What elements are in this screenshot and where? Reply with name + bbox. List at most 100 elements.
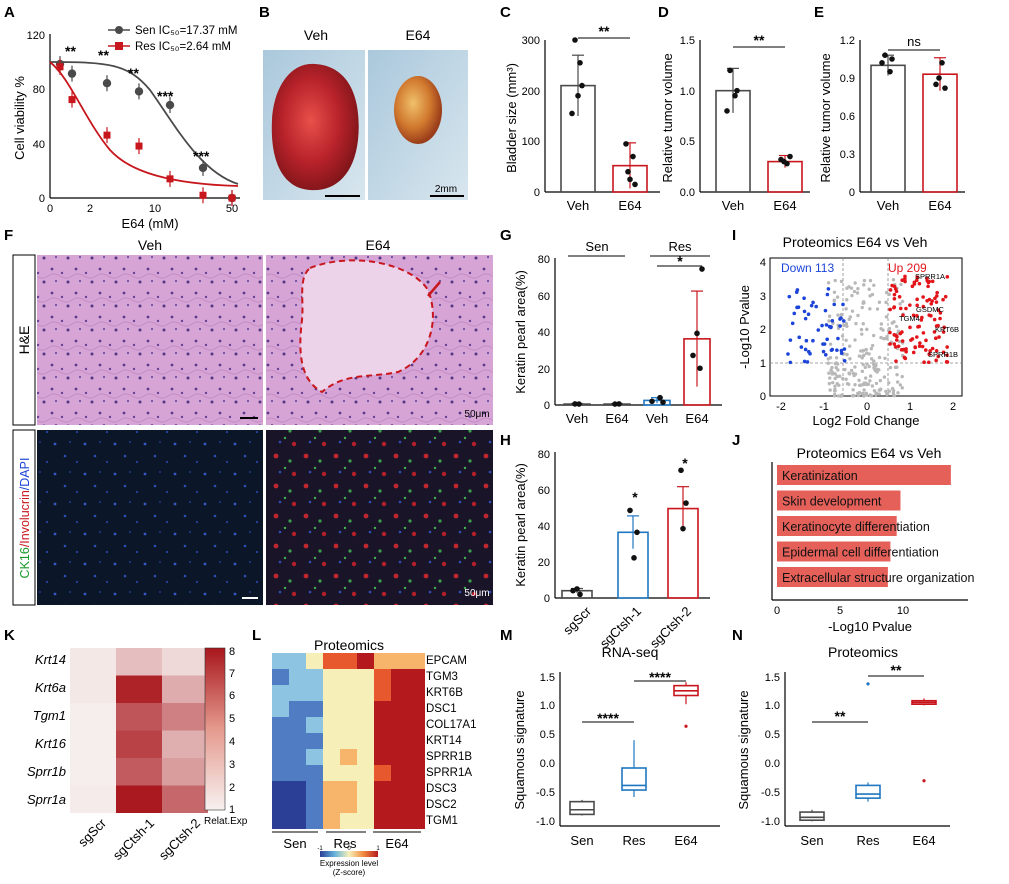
i-point-ns bbox=[894, 324, 899, 329]
l-cell bbox=[323, 685, 340, 701]
l-cell bbox=[323, 765, 340, 781]
i-point-ns bbox=[860, 356, 864, 360]
i-point-down bbox=[805, 360, 810, 364]
i-point-up bbox=[892, 296, 897, 301]
i-point-up bbox=[911, 350, 916, 355]
a-xtick: 0 bbox=[47, 203, 53, 215]
i-point-ns bbox=[887, 381, 891, 385]
i-point-up bbox=[897, 294, 902, 299]
i-point-ns bbox=[847, 317, 851, 322]
i-point-up bbox=[898, 306, 903, 311]
i-point-ns bbox=[872, 359, 876, 363]
l-cell bbox=[323, 781, 340, 797]
i-point-ns bbox=[864, 347, 868, 352]
a-xlabel: E64 (mM) bbox=[121, 216, 178, 231]
i-point-ns bbox=[879, 335, 883, 340]
l-cell bbox=[306, 685, 323, 701]
panel-letter-h: H bbox=[500, 432, 511, 449]
bar-dot bbox=[616, 401, 622, 407]
i-point-ns bbox=[862, 278, 867, 283]
i-point-ns bbox=[865, 351, 869, 355]
j-term: Skin development bbox=[782, 495, 882, 509]
l-cell bbox=[357, 813, 374, 829]
i-point-ns bbox=[844, 307, 848, 311]
i-point-up bbox=[892, 333, 897, 337]
g-ytick: 20 bbox=[538, 364, 550, 376]
l-cell bbox=[357, 733, 374, 749]
l-cell bbox=[323, 669, 340, 685]
i-point-ns bbox=[844, 338, 848, 343]
l-cell bbox=[408, 733, 425, 749]
l-cell bbox=[408, 765, 425, 781]
k-cell bbox=[70, 703, 116, 731]
i-point-ns bbox=[867, 364, 871, 369]
i-point-up bbox=[926, 284, 930, 289]
l-gene: KRT6B bbox=[426, 687, 463, 699]
i-xlabel: Log2 Fold Change bbox=[813, 413, 920, 428]
panel-letter-e: E bbox=[814, 4, 824, 21]
i-point-ns bbox=[859, 383, 863, 387]
k-cell bbox=[162, 675, 208, 703]
i-point-down bbox=[806, 349, 811, 354]
l-cell bbox=[340, 717, 357, 733]
k-colorbar bbox=[204, 647, 226, 811]
l-cell bbox=[357, 781, 374, 797]
l-gene: TGM1 bbox=[426, 815, 458, 827]
i-point-up bbox=[921, 304, 926, 309]
k-row: Sprr1a bbox=[27, 792, 66, 807]
i-point-up bbox=[892, 342, 897, 346]
i-point-up bbox=[922, 360, 926, 365]
i-point-down bbox=[795, 305, 799, 310]
i-point-up bbox=[926, 360, 931, 365]
bar bbox=[870, 64, 906, 193]
i-ytick: 4 bbox=[760, 257, 766, 269]
a-star: *** bbox=[193, 148, 210, 164]
i-point-up bbox=[893, 345, 898, 349]
i-point-ns bbox=[856, 313, 860, 318]
i-point-ns bbox=[896, 329, 901, 333]
i-point-ns bbox=[842, 323, 846, 328]
l-cell bbox=[306, 669, 323, 685]
l-cell bbox=[340, 813, 357, 829]
i-point-down bbox=[802, 359, 807, 364]
i-point-ns bbox=[868, 379, 872, 383]
l-cell bbox=[408, 749, 425, 765]
panel-l-heatmap: Proteomics EPCAM TGM3 KRT6B DSC1 COL17A1… bbox=[272, 637, 477, 877]
bar-dot bbox=[631, 555, 637, 561]
i-point-ns bbox=[850, 309, 855, 313]
k-cell bbox=[70, 675, 116, 703]
i-point-ns bbox=[854, 321, 858, 326]
i-point-ns bbox=[860, 369, 865, 374]
i-point-down bbox=[825, 337, 829, 342]
f-col-veh: Veh bbox=[138, 237, 162, 253]
i-point-down bbox=[842, 358, 847, 363]
i-point-up bbox=[915, 303, 919, 308]
bar-dot bbox=[699, 266, 705, 272]
panel-c-chart: 0 100 200 300 Bladder size (mm³) ** Veh … bbox=[504, 23, 660, 213]
i-point-ns bbox=[897, 339, 902, 344]
i-point-down bbox=[809, 303, 814, 308]
i-point-down bbox=[790, 321, 795, 326]
i-point-ns bbox=[900, 299, 905, 304]
bar-dot bbox=[727, 67, 733, 74]
i-point-down bbox=[823, 308, 828, 313]
i-point-up bbox=[903, 274, 907, 279]
a-legend-sen: Sen IC₅₀=17.37 mM bbox=[135, 25, 237, 37]
i-point-up bbox=[932, 330, 937, 334]
i-point-up bbox=[892, 305, 896, 310]
panel-letter-g: G bbox=[500, 227, 512, 244]
i-point-down bbox=[814, 304, 818, 309]
l-gene: EPCAM bbox=[426, 655, 467, 667]
i-point-up bbox=[932, 317, 937, 322]
i-point-up bbox=[925, 278, 930, 283]
i-title: Proteomics E64 vs Veh bbox=[783, 234, 928, 250]
i-point-ns bbox=[885, 392, 890, 396]
i-point-ns bbox=[833, 361, 838, 366]
i-point-up bbox=[933, 296, 937, 301]
a-ytick: 40 bbox=[33, 139, 45, 151]
l-cell bbox=[289, 765, 306, 781]
panel-letter-m: M bbox=[500, 627, 513, 644]
j-title: Proteomics E64 vs Veh bbox=[797, 445, 942, 461]
b-label-veh: Veh bbox=[304, 27, 328, 43]
bar-dot bbox=[572, 401, 578, 407]
